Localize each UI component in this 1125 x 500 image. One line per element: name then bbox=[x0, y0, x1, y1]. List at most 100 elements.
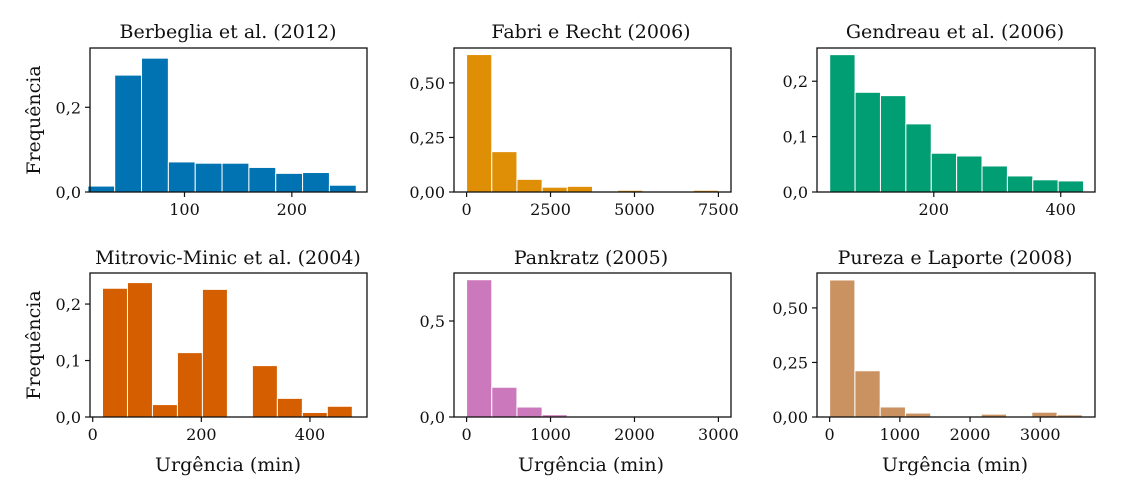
y-tick-label: 0,50 bbox=[772, 299, 808, 318]
panel-fabri: Fabri e Recht (2006) 0 2500 5000 7500 0,000… bbox=[409, 21, 738, 219]
plot-frame bbox=[453, 47, 732, 193]
y-tick-label: 0,00 bbox=[772, 408, 808, 427]
bars-group bbox=[87, 57, 357, 193]
x-tick-label: 1000 bbox=[530, 425, 571, 444]
x-tick-label: 400 bbox=[295, 425, 326, 444]
x-tick-label: 3000 bbox=[1020, 425, 1061, 444]
panel-title: Pankratz (2005) bbox=[514, 247, 668, 269]
histogram-bar bbox=[176, 352, 203, 418]
histogram-bar bbox=[466, 279, 493, 418]
y-ticks: 0,0 0,1 0,2 bbox=[56, 295, 90, 427]
histogram-bar bbox=[905, 123, 932, 193]
histogram-bar bbox=[101, 287, 128, 418]
x-tick-label: 0 bbox=[461, 200, 471, 219]
panel-pureza: Pureza e Laporte (2008) 0 1000 2000 3000 0,… bbox=[772, 247, 1096, 476]
x-tick-label: 3000 bbox=[698, 425, 739, 444]
y-axis-label: Frequência bbox=[23, 65, 45, 174]
histogram-bar bbox=[1006, 175, 1034, 193]
panel-title: Berbeglia et al. (2012) bbox=[120, 21, 337, 43]
x-axis-label: Urgência (min) bbox=[882, 454, 1028, 476]
y-tick-label: 0,2 bbox=[783, 72, 808, 91]
histogram-bar bbox=[930, 152, 958, 193]
histogram-bar bbox=[126, 282, 153, 418]
x-tick-label: 100 bbox=[169, 200, 200, 219]
histogram-bar bbox=[251, 365, 278, 418]
plot-frame bbox=[89, 47, 368, 193]
histogram-bar bbox=[956, 155, 983, 193]
y-axis-label: Frequência bbox=[23, 290, 45, 399]
x-ticks: 100 200 bbox=[169, 192, 307, 219]
y-tick-label: 0,2 bbox=[56, 295, 81, 314]
x-tick-label: 1000 bbox=[879, 425, 920, 444]
panel-title: Fabri e Recht (2006) bbox=[491, 21, 690, 43]
histogram-bar bbox=[248, 166, 277, 193]
bars-group bbox=[466, 279, 719, 418]
plot-frame bbox=[816, 47, 1096, 193]
plot-frame bbox=[453, 272, 732, 418]
y-ticks: 0,0 0,2 bbox=[56, 98, 90, 202]
y-tick-label: 0,2 bbox=[56, 98, 81, 117]
bars-group bbox=[829, 279, 1083, 418]
y-tick-label: 0,0 bbox=[420, 408, 445, 427]
y-tick-label: 0,25 bbox=[409, 128, 445, 147]
panel-gendreau: Gendreau et al. (2006) 200 400 0,0 0,1 0,2 bbox=[783, 21, 1096, 219]
x-tick-label: 2000 bbox=[950, 425, 991, 444]
y-ticks: 0,00 0,25 0,50 bbox=[409, 74, 454, 202]
panel-mitrovic: Mitrovic-Minic et al. (2004) 0 200 400 0,0… bbox=[23, 247, 368, 476]
histogram-bar bbox=[1031, 411, 1058, 418]
plot-frame bbox=[816, 272, 1096, 418]
panel-title: Pureza e Laporte (2008) bbox=[838, 247, 1073, 269]
y-ticks: 0,0 0,5 bbox=[420, 312, 454, 427]
histogram-bar bbox=[516, 178, 543, 193]
histogram-bar bbox=[201, 288, 228, 418]
histogram-bar bbox=[194, 162, 223, 193]
histogram-bar bbox=[466, 54, 493, 193]
x-tick-label: 0 bbox=[825, 425, 835, 444]
y-tick-label: 0,0 bbox=[783, 183, 808, 202]
y-tick-label: 0,50 bbox=[409, 74, 445, 93]
x-axis-label: Urgência (min) bbox=[155, 454, 301, 476]
histogram-bar bbox=[326, 405, 353, 418]
y-tick-label: 0,1 bbox=[783, 128, 808, 147]
histogram-bar bbox=[491, 151, 518, 193]
y-tick-label: 0,0 bbox=[56, 183, 81, 202]
plot-frame bbox=[89, 272, 368, 418]
histogram-bar bbox=[879, 95, 907, 193]
histogram-bar bbox=[151, 404, 178, 418]
y-tick-label: 0,5 bbox=[420, 312, 445, 331]
histogram-bar bbox=[829, 279, 856, 418]
x-ticks: 0 2500 5000 7500 bbox=[461, 192, 739, 219]
histogram-bar bbox=[302, 172, 330, 193]
x-ticks: 0 1000 2000 3000 bbox=[461, 417, 739, 444]
histogram-bar bbox=[516, 406, 543, 418]
bars-group bbox=[829, 54, 1085, 193]
histogram-bar bbox=[566, 185, 594, 193]
histogram-bar bbox=[854, 91, 881, 193]
bars-group bbox=[466, 54, 719, 193]
x-tick-label: 5000 bbox=[614, 200, 655, 219]
histogram-bar bbox=[87, 185, 116, 193]
histogram-bar bbox=[1032, 179, 1059, 193]
x-tick-label: 200 bbox=[186, 425, 217, 444]
histogram-bar bbox=[114, 74, 143, 193]
bars-group bbox=[101, 282, 353, 418]
y-tick-label: 0,25 bbox=[772, 353, 808, 372]
x-tick-label: 2500 bbox=[530, 200, 571, 219]
histogram-bar bbox=[221, 162, 250, 193]
x-ticks: 0 200 400 bbox=[88, 417, 326, 444]
y-tick-label: 0,00 bbox=[409, 183, 445, 202]
histogram-bar bbox=[328, 184, 357, 193]
histogram-bar bbox=[879, 406, 906, 418]
x-tick-label: 0 bbox=[461, 425, 471, 444]
x-axis-label: Urgência (min) bbox=[518, 454, 664, 476]
histogram-bar bbox=[275, 172, 304, 193]
panel-title: Gendreau et al. (2006) bbox=[846, 21, 1064, 43]
panel-berbeglia: Berbeglia et al. (2012) 100 200 0,0 0,2 Fr… bbox=[23, 21, 368, 219]
histogram-bar bbox=[829, 54, 856, 193]
histogram-bar bbox=[981, 165, 1008, 193]
histogram-bar bbox=[854, 370, 881, 418]
x-tick-label: 2000 bbox=[614, 425, 655, 444]
histogram-bar bbox=[167, 161, 196, 193]
y-ticks: 0,00 0,25 0,50 bbox=[772, 299, 817, 427]
